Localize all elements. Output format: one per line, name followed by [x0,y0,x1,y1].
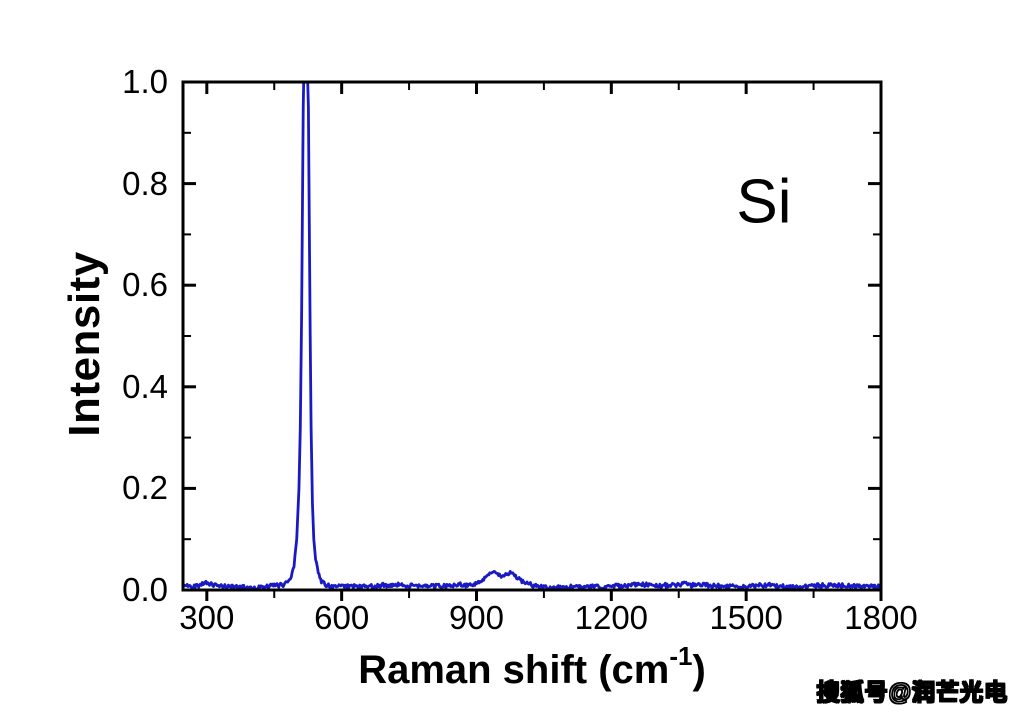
y-tick-label-0.6: 0.6 [122,266,168,304]
sample-label-si: Si [736,167,792,237]
raman-spectrum-line [182,82,882,592]
y-tick-label-0.2: 0.2 [122,469,168,507]
y-axis-title-text: Intensity [60,251,109,437]
y-tick-label-0.0: 0.0 [122,571,168,608]
x-axis-title: Raman shift (cm-1) [183,643,881,693]
watermark-text: 搜狐号@润芒光电 [816,678,1008,705]
x-axis-title-text: Raman shift (cm [358,648,670,692]
x-tick-label-1500: 1500 [709,599,783,636]
x-tick-label-900: 900 [448,599,505,636]
x-tick-label-1200: 1200 [574,599,649,636]
x-tick-label-600: 600 [314,599,370,636]
y-axis-title: Intensity [60,251,110,436]
x-axis-title-close: ) [692,648,706,692]
x-axis-title-superscript: -1 [669,640,693,671]
y-tick-label-1.0: 1.0 [122,63,168,100]
x-tick-label-300: 300 [179,599,235,636]
x-tick-label-1800: 1800 [844,599,918,636]
plot-frame [181,80,883,592]
y-tick-label-0.4: 0.4 [122,367,168,405]
y-tick-label-0.8: 0.8 [122,164,168,202]
